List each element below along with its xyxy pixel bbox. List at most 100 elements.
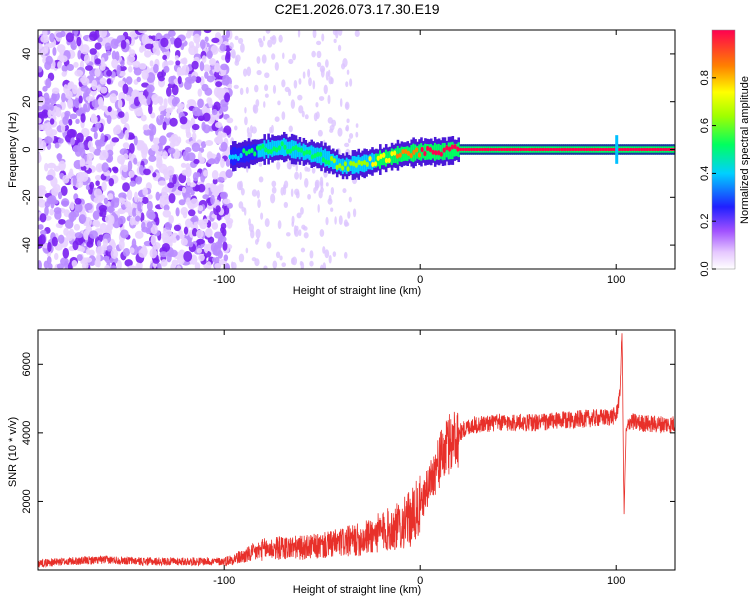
signal-peak: [585, 147, 589, 152]
signal-peak: [653, 147, 658, 152]
noise-blob: [176, 254, 185, 265]
noise-speckle: [293, 79, 298, 89]
signal-peak: [593, 147, 597, 152]
noise-speckle: [322, 246, 326, 254]
signal-peak: [467, 147, 471, 152]
signal-peak: [464, 147, 468, 152]
noise-blob: [133, 157, 138, 165]
noise-speckle: [260, 212, 264, 220]
noise-blob: [90, 115, 98, 124]
noise-blob: [220, 141, 228, 151]
noise-speckle: [344, 101, 350, 111]
noise-blob: [49, 96, 57, 105]
noise-blob: [194, 185, 200, 192]
signal-band: [235, 148, 239, 163]
noise-blob: [124, 259, 133, 267]
noise-blob: [191, 60, 199, 70]
noise-blob: [44, 201, 51, 208]
signal-peak: [299, 147, 304, 153]
noise-blob: [202, 112, 211, 122]
noise-blob: [94, 58, 101, 65]
noise-blob: [57, 191, 63, 200]
noise-speckle: [329, 128, 334, 133]
noise-blob: [122, 182, 130, 192]
signal-peak: [489, 147, 493, 152]
noise-blob: [93, 196, 101, 204]
noise-speckle: [256, 69, 262, 76]
noise-speckle: [323, 84, 328, 95]
noise-speckle: [321, 33, 325, 42]
noise-speckle: [330, 77, 334, 85]
noise-speckle: [355, 123, 359, 128]
noise-blob: [217, 250, 223, 259]
signal-peak: [330, 155, 334, 162]
noise-blob: [110, 265, 117, 269]
noise-blob: [162, 121, 167, 131]
noise-blob: [213, 231, 223, 239]
noise-blob: [116, 154, 126, 165]
noise-blob: [225, 169, 233, 179]
noise-blob: [124, 111, 129, 122]
noise-blob: [106, 223, 114, 231]
signal-peak: [393, 150, 397, 156]
signal-peak: [637, 147, 641, 152]
signal-peak: [417, 152, 422, 158]
noise-blob: [149, 212, 156, 220]
noise-blob: [65, 90, 73, 100]
signal-peak: [423, 150, 427, 157]
noise-speckle: [277, 220, 282, 230]
noise-blob: [219, 191, 228, 200]
signal-peak: [390, 151, 394, 157]
x-tick-label: 100: [607, 575, 625, 587]
noise-blob: [68, 228, 75, 237]
noise-blob: [73, 30, 79, 36]
noise-blob: [215, 205, 221, 213]
noise-blob: [61, 64, 68, 72]
noise-blob: [81, 261, 89, 269]
noise-blob: [175, 60, 181, 66]
noise-blob: [191, 123, 200, 131]
noise-blob: [166, 86, 172, 97]
noise-blob: [76, 36, 82, 47]
noise-blob: [80, 76, 88, 84]
noise-blob: [156, 262, 162, 269]
noise-blob: [196, 229, 204, 239]
noise-speckle: [243, 207, 247, 216]
signal-peak: [587, 147, 592, 152]
spectrogram-plot-area: [38, 30, 675, 269]
noise-blob: [129, 142, 135, 154]
signal-band: [430, 143, 433, 160]
noise-blob: [192, 172, 199, 182]
noise-speckle: [339, 98, 343, 108]
noise-blob: [159, 197, 165, 209]
noise-speckle: [298, 229, 302, 237]
signal-band: [269, 142, 272, 156]
noise-blob: [196, 248, 203, 254]
noise-blob: [217, 238, 223, 249]
signal-band: [390, 148, 394, 165]
noise-blob: [95, 122, 102, 129]
noise-speckle: [270, 193, 276, 204]
noise-speckle: [271, 180, 277, 188]
noise-blob: [197, 205, 204, 212]
noise-blob: [102, 238, 108, 248]
noise-blob: [176, 189, 182, 196]
signal-peak: [313, 153, 317, 159]
noise-blob: [45, 174, 54, 181]
noise-speckle: [331, 119, 337, 127]
noise-speckle: [239, 180, 243, 191]
noise-speckle: [282, 52, 285, 60]
noise-blob: [144, 50, 152, 58]
noise-speckle: [291, 221, 295, 227]
noise-blob: [223, 254, 229, 262]
noise-blob: [94, 174, 102, 181]
noise-blob: [68, 118, 73, 126]
noise-speckle: [242, 68, 248, 77]
noise-blob: [226, 202, 233, 209]
noise-blob: [135, 230, 144, 239]
noise-blob: [67, 98, 74, 110]
noise-blob: [138, 93, 143, 103]
noise-blob: [214, 256, 220, 264]
noise-speckle: [346, 118, 350, 124]
signal-band: [310, 145, 313, 163]
